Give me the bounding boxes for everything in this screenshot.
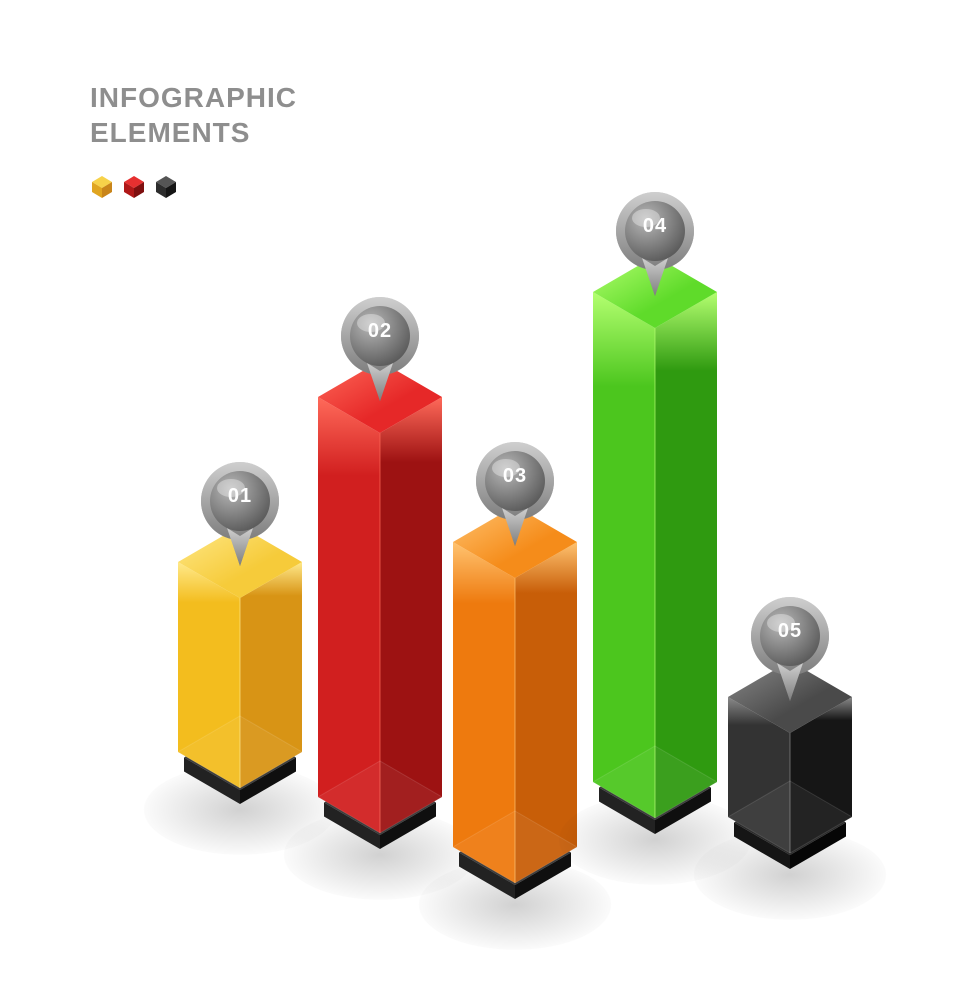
- pin-marker-05: 05: [747, 593, 833, 703]
- pin-label: 04: [612, 215, 698, 238]
- pin-label: 03: [472, 465, 558, 488]
- pin-marker-01: 01: [197, 458, 283, 568]
- pin-label: 01: [197, 485, 283, 508]
- pin-label: 02: [337, 320, 423, 343]
- pin-marker-04: 04: [612, 188, 698, 298]
- chart-stage: 01 02: [0, 0, 980, 980]
- pin-marker-02: 02: [337, 293, 423, 403]
- pin-label: 05: [747, 620, 833, 643]
- pin-marker-03: 03: [472, 438, 558, 548]
